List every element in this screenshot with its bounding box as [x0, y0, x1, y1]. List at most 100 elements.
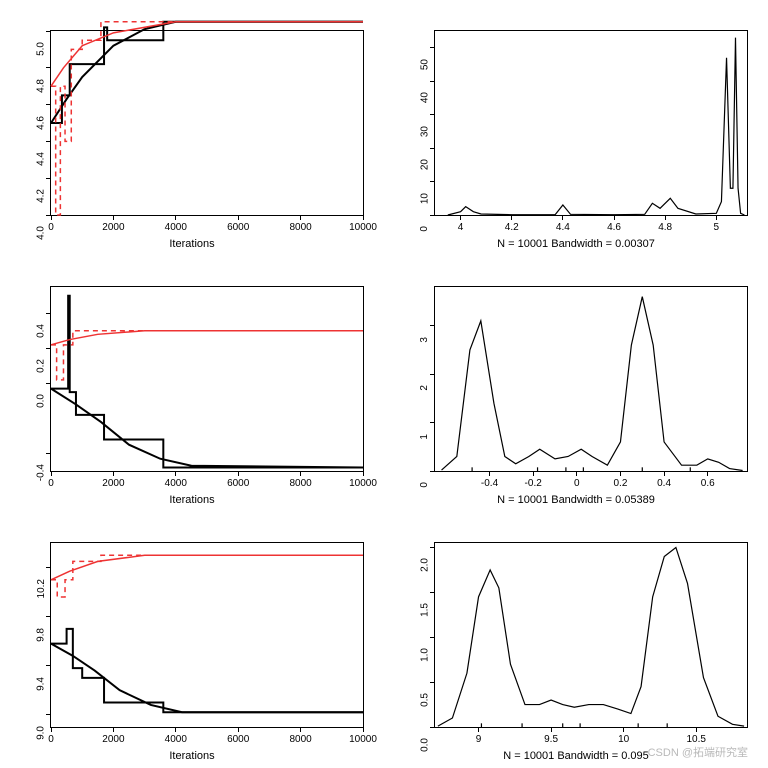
y-tick — [46, 383, 51, 384]
x-tick-label: 0 — [48, 478, 54, 489]
trace-line — [51, 22, 363, 123]
x-tick — [300, 215, 301, 220]
y-tick-label: 9.0 — [36, 726, 47, 740]
x-tick — [238, 471, 239, 476]
y-tick-label: 2.0 — [420, 558, 431, 572]
x-tick — [623, 727, 624, 732]
trace-line — [51, 331, 363, 345]
y-tick-label: 9.4 — [36, 677, 47, 691]
xlabel-3-1: Iterations — [169, 750, 214, 762]
x-tick — [620, 471, 621, 476]
trace-line — [442, 297, 743, 471]
x-tick — [51, 215, 52, 220]
x-tick-label: 10000 — [349, 478, 377, 489]
trace-line — [448, 38, 745, 215]
x-tick-label: 10000 — [349, 222, 377, 233]
plot-svg-3-2 — [435, 543, 747, 727]
y-tick — [430, 422, 435, 423]
y-tick — [46, 215, 51, 216]
y-tick-label: 30 — [420, 126, 431, 137]
x-tick — [363, 727, 364, 732]
plot-frame-2-1: 0200040006000800010000-0.40.00.20.4 — [50, 286, 364, 472]
xlabel-1-2: N = 10001 Bandwidth = 0.00307 — [497, 238, 655, 250]
y-tick-label: 4.8 — [36, 79, 47, 93]
x-tick — [363, 215, 364, 220]
y-tick — [46, 31, 51, 32]
x-tick-label: 2000 — [102, 222, 124, 233]
x-tick — [460, 215, 461, 220]
y-tick — [46, 141, 51, 142]
x-tick — [113, 471, 114, 476]
trace-line — [51, 331, 363, 380]
x-tick-label: 2000 — [102, 734, 124, 745]
x-tick-label: 0 — [48, 734, 54, 745]
x-tick — [489, 471, 490, 476]
y-tick — [430, 148, 435, 149]
y-tick — [430, 682, 435, 683]
y-tick — [46, 67, 51, 68]
y-tick — [46, 453, 51, 454]
x-tick-label: 4000 — [165, 478, 187, 489]
y-tick-label: 4.6 — [36, 116, 47, 130]
x-tick-label: 2000 — [102, 478, 124, 489]
x-tick — [51, 471, 52, 476]
x-tick-label: 10.5 — [686, 734, 705, 745]
x-tick-label: 6000 — [227, 478, 249, 489]
x-tick-label: 6000 — [227, 734, 249, 745]
plot-frame-3-2: 99.51010.50.00.51.01.52.0 — [434, 542, 748, 728]
x-tick — [51, 727, 52, 732]
y-tick — [46, 616, 51, 617]
y-tick-label: 0.2 — [36, 359, 47, 373]
plot-svg-2-1 — [51, 287, 363, 471]
x-tick-label: 0.4 — [657, 478, 671, 489]
x-tick-label: 5 — [714, 222, 720, 233]
x-tick-label: 4 — [458, 222, 464, 233]
xlabel-3-2: N = 10001 Bandwidth = 0.095 — [503, 750, 649, 762]
x-tick — [716, 215, 717, 220]
x-tick — [113, 727, 114, 732]
x-tick-label: 8000 — [289, 734, 311, 745]
x-tick — [576, 471, 577, 476]
panel-3-2: 99.51010.50.00.51.01.52.0 N = 10001 Band… — [384, 512, 768, 768]
x-tick — [562, 215, 563, 220]
panel-2-1: 0200040006000800010000-0.40.00.20.4 Iter… — [0, 256, 384, 512]
x-tick — [665, 215, 666, 220]
y-tick-label: 4.2 — [36, 189, 47, 203]
y-tick — [430, 637, 435, 638]
x-tick-label: 0.2 — [614, 478, 628, 489]
x-tick-label: 0 — [574, 478, 580, 489]
xlabel-2-1: Iterations — [169, 494, 214, 506]
y-tick-label: -0.4 — [36, 464, 47, 481]
x-tick — [175, 215, 176, 220]
xlabel-1-1: Iterations — [169, 238, 214, 250]
chart-grid: 02000400060008000100004.04.24.44.64.85.0… — [0, 0, 768, 768]
y-tick-label: 1.5 — [420, 603, 431, 617]
y-tick — [430, 727, 435, 728]
x-tick-label: 0.6 — [701, 478, 715, 489]
x-tick — [664, 471, 665, 476]
x-tick — [113, 215, 114, 220]
y-tick-label: 2 — [420, 385, 431, 391]
y-tick-label: 3 — [420, 337, 431, 343]
trace-line — [51, 22, 363, 86]
x-tick-label: 9.5 — [544, 734, 558, 745]
x-tick — [614, 215, 615, 220]
x-tick — [175, 727, 176, 732]
x-tick — [533, 471, 534, 476]
plot-svg-3-1 — [51, 543, 363, 727]
y-tick — [430, 592, 435, 593]
y-tick — [46, 665, 51, 666]
y-tick-label: 0 — [420, 482, 431, 488]
trace-line — [51, 22, 363, 215]
y-tick — [430, 325, 435, 326]
x-tick-label: 4.8 — [658, 222, 672, 233]
y-tick — [46, 714, 51, 715]
y-tick — [46, 104, 51, 105]
x-tick — [238, 215, 239, 220]
x-tick-label: 0 — [48, 222, 54, 233]
y-tick — [430, 114, 435, 115]
x-tick — [511, 215, 512, 220]
x-tick-label: 4.6 — [607, 222, 621, 233]
trace-line — [51, 22, 363, 123]
y-tick-label: 10 — [420, 193, 431, 204]
